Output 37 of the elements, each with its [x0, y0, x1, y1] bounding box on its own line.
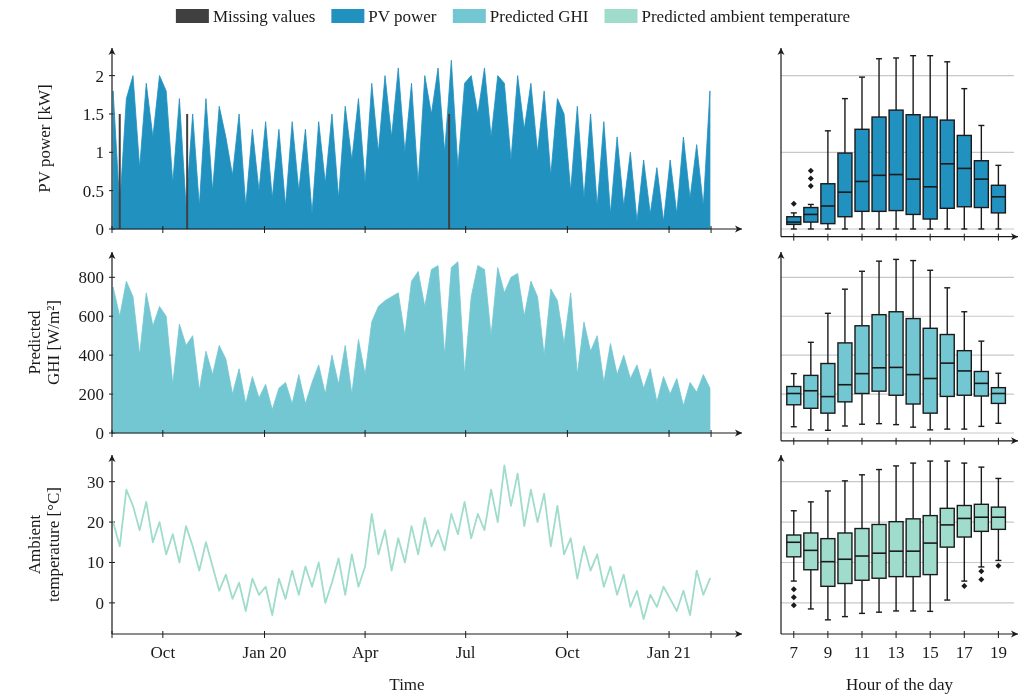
x-tick-label: 7	[789, 643, 799, 662]
y-tick-label: 0.5	[82, 181, 104, 201]
x-tick-label: Jan 20	[242, 643, 287, 662]
y-axis-title: Predicted GHI [W/m²]	[25, 300, 63, 385]
x-tick-label: 19	[989, 643, 1007, 662]
y-tick-label: 1	[95, 143, 104, 163]
y-tick-label: 800	[78, 268, 104, 288]
y-tick-label: 0	[95, 593, 104, 613]
y-tick-label: 200	[78, 385, 104, 405]
y-tick-label: 30	[87, 472, 104, 492]
legend-label: Predicted ambient temperature	[641, 6, 851, 26]
x-tick-label: Apr	[351, 643, 379, 662]
line-series	[112, 464, 711, 620]
y-tick-label: 600	[78, 307, 104, 327]
y-tick-label: 20	[87, 513, 104, 533]
legend-label: PV power	[368, 6, 437, 26]
x-tick-label: Oct	[555, 643, 580, 662]
x-tick-label: 9	[823, 643, 833, 662]
x-tick-label: 15	[921, 643, 939, 662]
y-axis-title: Ambient temperature [°C]	[25, 487, 63, 602]
x-axis-title: Time	[389, 675, 425, 694]
y-tick-label: 0	[95, 219, 104, 239]
x-axis-title: Hour of the day	[845, 675, 954, 694]
x-tick-label: 13	[887, 643, 905, 662]
y-tick-label: 2	[95, 66, 104, 86]
legend-label: Predicted GHI	[489, 6, 589, 26]
legend-label: Missing values	[212, 6, 316, 26]
x-tick-label: 17	[955, 643, 974, 662]
x-tick-label: Jan 21	[647, 643, 692, 662]
y-tick-label: 10	[87, 553, 104, 573]
x-tick-label: Jul	[455, 643, 476, 662]
x-tick-label: 11	[853, 643, 871, 662]
y-tick-label: 1.5	[82, 104, 104, 124]
x-tick-label: Oct	[150, 643, 176, 662]
y-tick-label: 0	[95, 423, 104, 443]
y-tick-label: 400	[78, 346, 104, 366]
y-axis-title: PV power [kW]	[35, 84, 54, 193]
